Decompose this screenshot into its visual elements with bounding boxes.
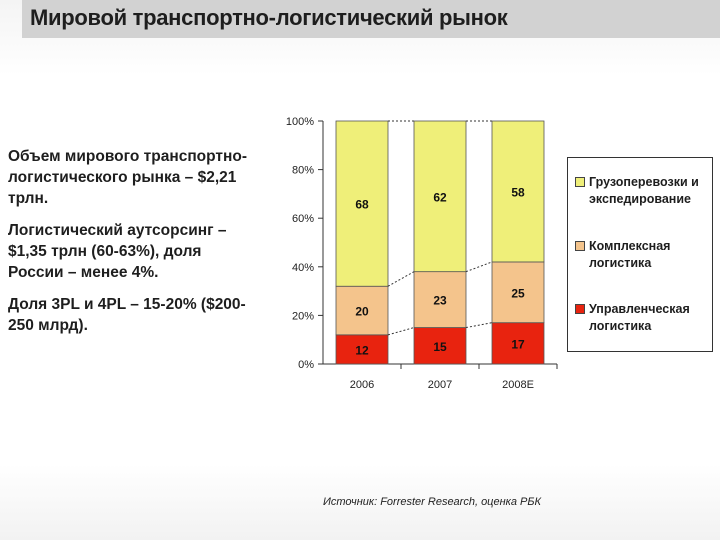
bar-segment bbox=[335, 334, 389, 365]
chart-legend: Грузоперевозки и экспедирование Комплекс… bbox=[567, 157, 713, 352]
data-label: 20 bbox=[355, 305, 369, 319]
data-label: 17 bbox=[511, 337, 525, 351]
y-tick-label: 60% bbox=[292, 213, 314, 225]
bar-segment bbox=[491, 120, 545, 263]
source-note: Источник: Forrester Research, оценка РБК bbox=[323, 496, 541, 508]
series-connector-line bbox=[465, 261, 493, 273]
legend-swatch-management bbox=[575, 304, 585, 314]
page-title: Мировой транспортно-логистический рынок bbox=[30, 5, 508, 30]
series-connector-line bbox=[387, 271, 415, 287]
bar-segment bbox=[413, 120, 467, 273]
y-tick-label: 80% bbox=[292, 165, 314, 177]
legend-label-management: Управленческая логистика bbox=[589, 302, 690, 333]
legend-label-freight: Грузоперевозки и экспедирование bbox=[589, 175, 699, 206]
summary-para-3pl-4pl: Доля 3PL и 4PL – 15-20% ($200-250 млрд). bbox=[8, 296, 246, 334]
data-label: 62 bbox=[433, 190, 447, 204]
legend-label-complex: Комплексная логистика bbox=[589, 239, 671, 270]
summary-para-market-volume: Объем мирового транспортно-логистическог… bbox=[8, 148, 248, 207]
bar-segment bbox=[413, 271, 467, 328]
series-connector-line bbox=[465, 322, 493, 329]
title-bar bbox=[22, 0, 720, 38]
bar-segment bbox=[491, 322, 545, 365]
series-connector-line bbox=[387, 327, 415, 336]
y-tick-label: 20% bbox=[292, 310, 314, 322]
y-tick-label: 40% bbox=[292, 262, 314, 274]
summary-para-outsourcing: Логистический аутсорсинг – $1,35 трлн (6… bbox=[8, 222, 227, 281]
data-label: 68 bbox=[355, 198, 369, 212]
x-tick-label: 2006 bbox=[350, 379, 374, 391]
bar-segment bbox=[335, 120, 389, 287]
y-tick-label: 100% bbox=[286, 116, 314, 128]
data-label: 23 bbox=[433, 294, 447, 308]
bar-segment bbox=[491, 261, 545, 324]
summary-text: Объем мирового транспортно-логистическог… bbox=[8, 146, 248, 347]
y-tick-label: 0% bbox=[298, 359, 314, 371]
bar-segment bbox=[335, 285, 389, 336]
data-label: 12 bbox=[355, 343, 369, 357]
legend-swatch-freight bbox=[575, 177, 585, 187]
x-tick-label: 2007 bbox=[428, 379, 452, 391]
data-label: 25 bbox=[511, 286, 525, 300]
legend-swatch-complex bbox=[575, 241, 585, 251]
x-tick-label: 2008E bbox=[502, 379, 534, 391]
data-label: 15 bbox=[433, 340, 447, 354]
data-label: 58 bbox=[511, 185, 525, 199]
